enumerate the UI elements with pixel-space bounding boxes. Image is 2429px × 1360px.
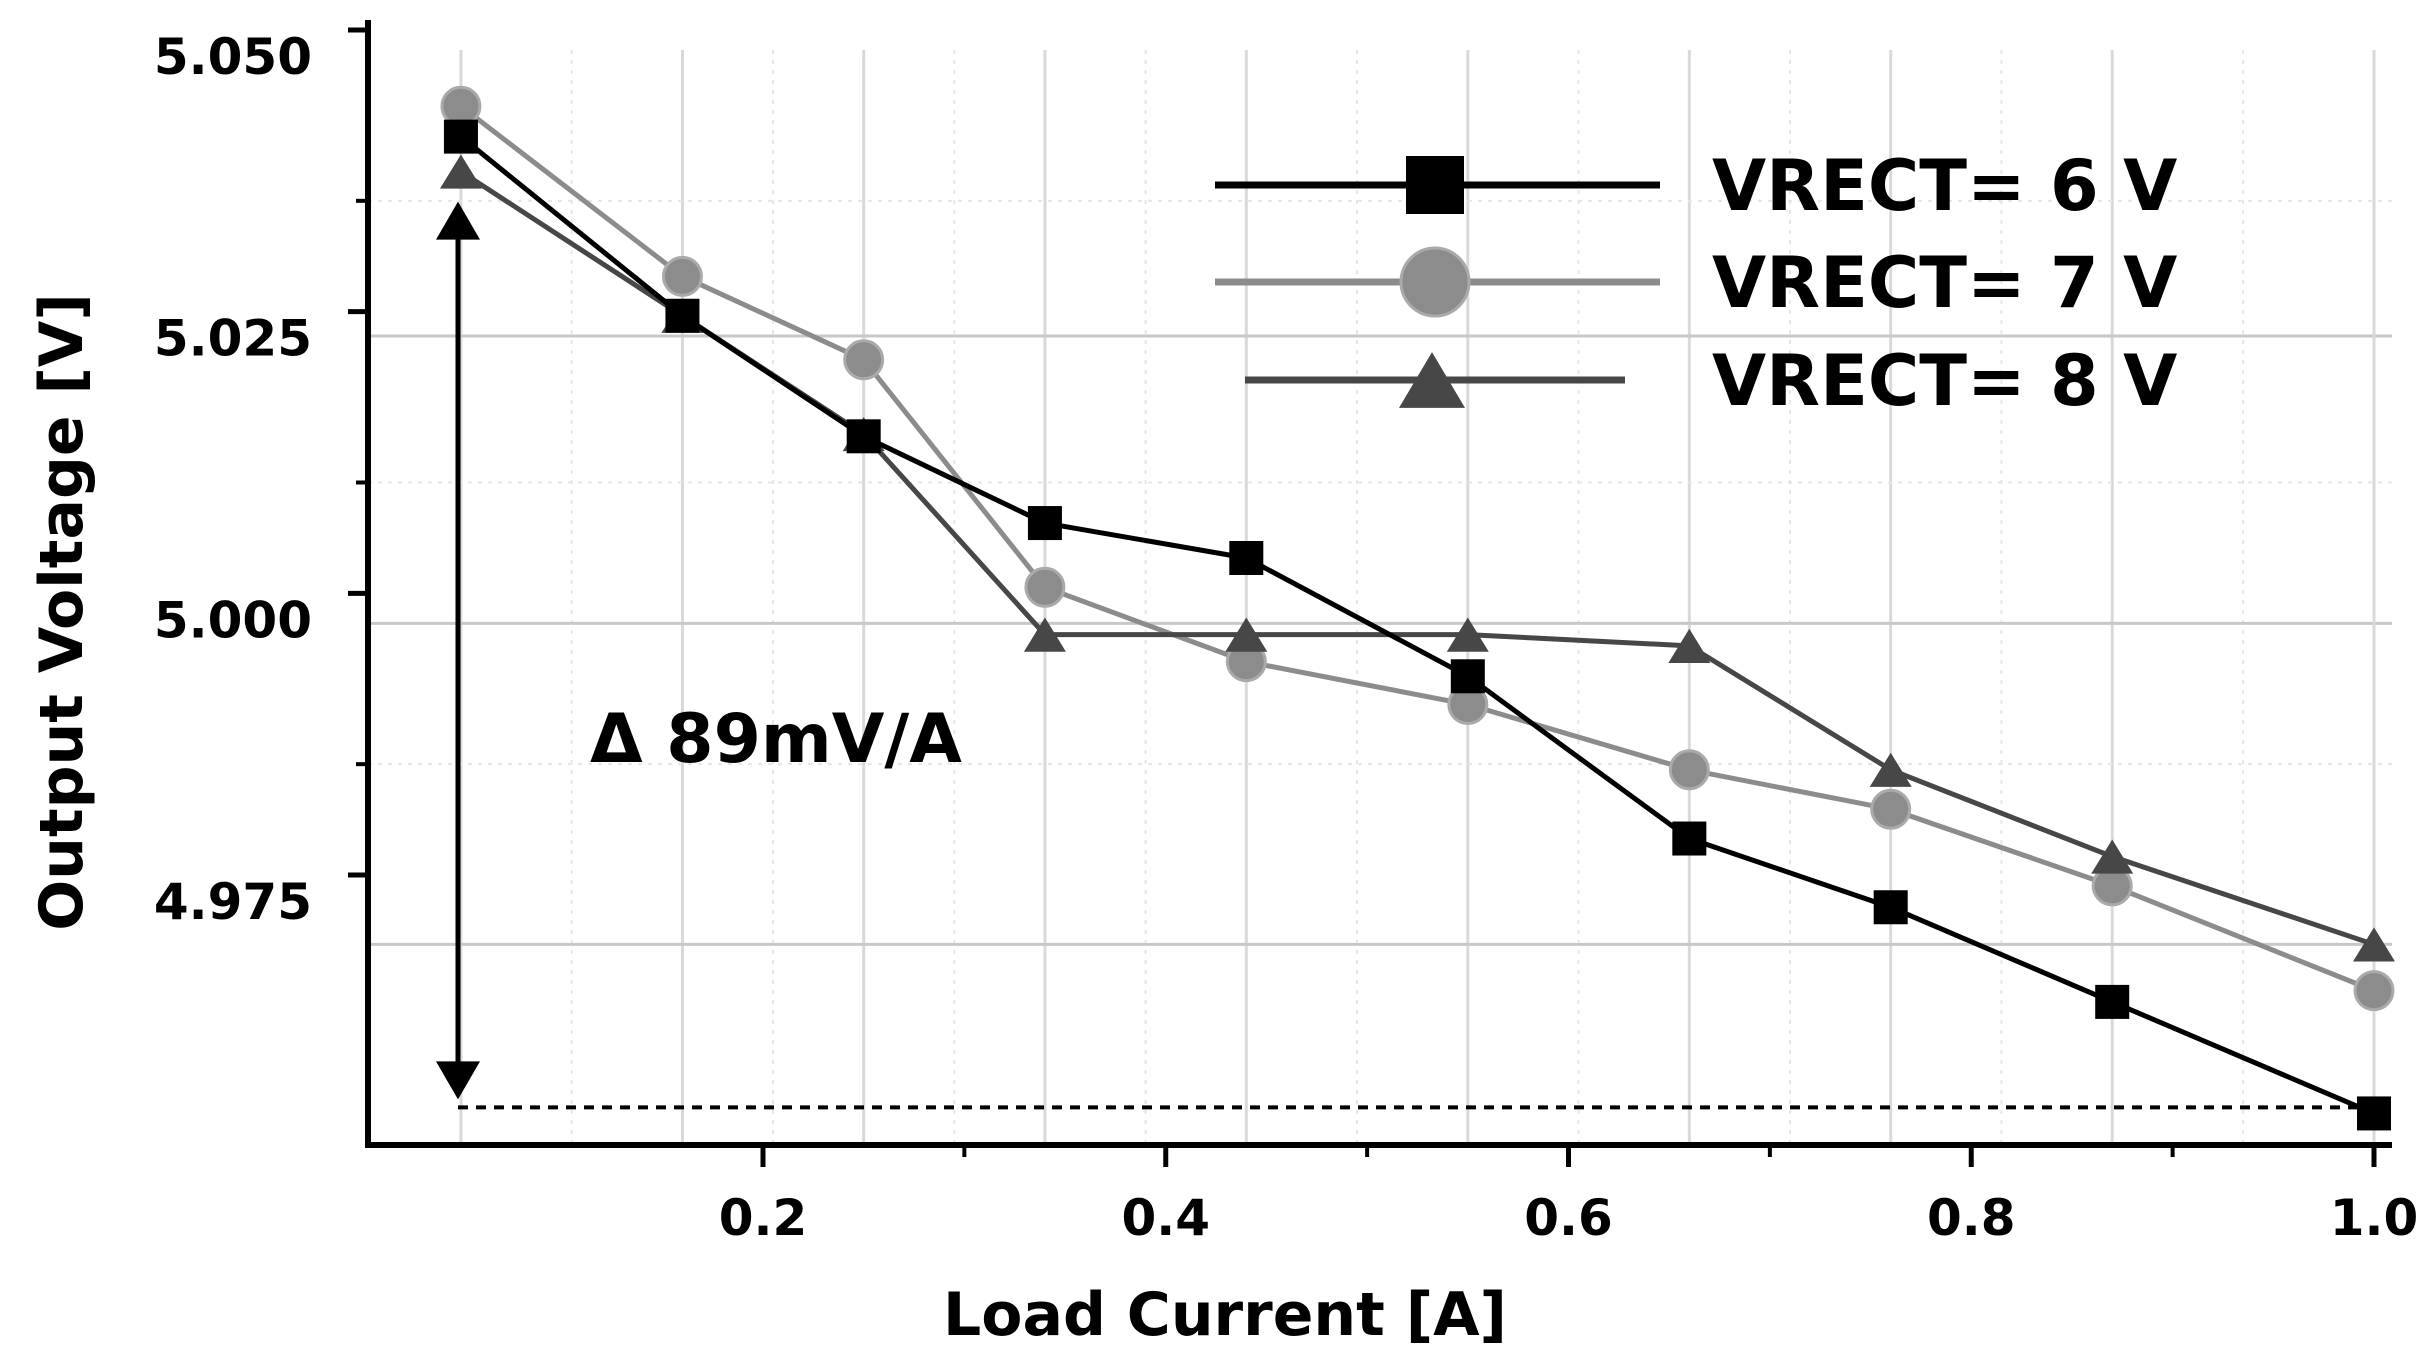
axes-layer [365, 20, 2392, 1148]
data-point [1869, 752, 1912, 787]
y-tick-label: 5.050 [154, 28, 312, 86]
data-point [1225, 617, 1268, 652]
legend-layer: VRECT= 6 V VRECT= 7 V VRECT= 8 V [1215, 145, 2177, 422]
y-tick-label: 5.000 [154, 591, 312, 649]
legend-entry: VRECT= 8 V [1245, 340, 2177, 422]
data-point [1023, 617, 1066, 652]
data-point [1672, 821, 1707, 856]
data-point [2353, 970, 2395, 1012]
data-point [440, 85, 482, 127]
data-point [443, 119, 478, 154]
data-point [1668, 628, 1711, 663]
grid-layer [368, 50, 2392, 1145]
data-point [2095, 984, 2130, 1019]
series-circle [440, 85, 2395, 1012]
x-tick-label: 0.2 [719, 1189, 808, 1247]
x-tick-label: 0.6 [1524, 1189, 1613, 1247]
data-point [1870, 788, 1912, 830]
data-point [1668, 749, 1710, 791]
x-tick-label: 1.0 [2330, 1189, 2419, 1247]
annotation-layer: Δ 89mV/A [436, 201, 2374, 1110]
annotation-arrow-head-top [436, 201, 480, 240]
data-point [843, 339, 885, 381]
data-point [1229, 540, 1264, 575]
y-tick-label: 5.025 [154, 310, 312, 368]
annotation-text: Δ 89mV/A [590, 700, 962, 779]
series-square [443, 119, 2391, 1131]
data-point [439, 154, 482, 189]
data-point [2357, 1096, 2391, 1131]
legend-marker [1406, 156, 1464, 214]
legend-label: VRECT= 6 V [1712, 145, 2177, 227]
legend-entry: VRECT= 7 V [1215, 242, 2177, 324]
ticks-layer: 0.2 0.4 0.6 0.8 1.0 4.975 5.000 5.025 5.050 [154, 27, 2419, 1247]
series-line [459, 134, 2375, 1116]
y-axis-title: Output Voltage [V] [27, 293, 97, 931]
x-tick-label: 0.8 [1927, 1189, 2016, 1247]
legend-label: VRECT= 8 V [1712, 340, 2177, 422]
legend-marker [1399, 246, 1471, 318]
annotation-arrow-head-bottom [436, 1061, 480, 1100]
data-point [1873, 890, 1908, 925]
data-point [2353, 927, 2395, 962]
y-tick-label: 4.975 [154, 873, 312, 931]
x-tick-label: 0.4 [1121, 1189, 1210, 1247]
series-layer [439, 85, 2395, 1131]
data-point [1446, 617, 1489, 652]
data-point [1450, 659, 1485, 694]
data-point [665, 298, 700, 333]
data-point [661, 255, 703, 297]
data-point [1027, 506, 1062, 541]
data-point [846, 419, 881, 454]
x-axis-title: Load Current [A] [943, 1280, 1507, 1350]
data-point [2091, 839, 2134, 874]
data-point [1024, 566, 1066, 608]
legend-marker [1399, 352, 1465, 408]
legend-label: VRECT= 7 V [1712, 242, 2177, 324]
series-line [459, 104, 2375, 993]
legend-entry: VRECT= 6 V [1215, 145, 2177, 227]
